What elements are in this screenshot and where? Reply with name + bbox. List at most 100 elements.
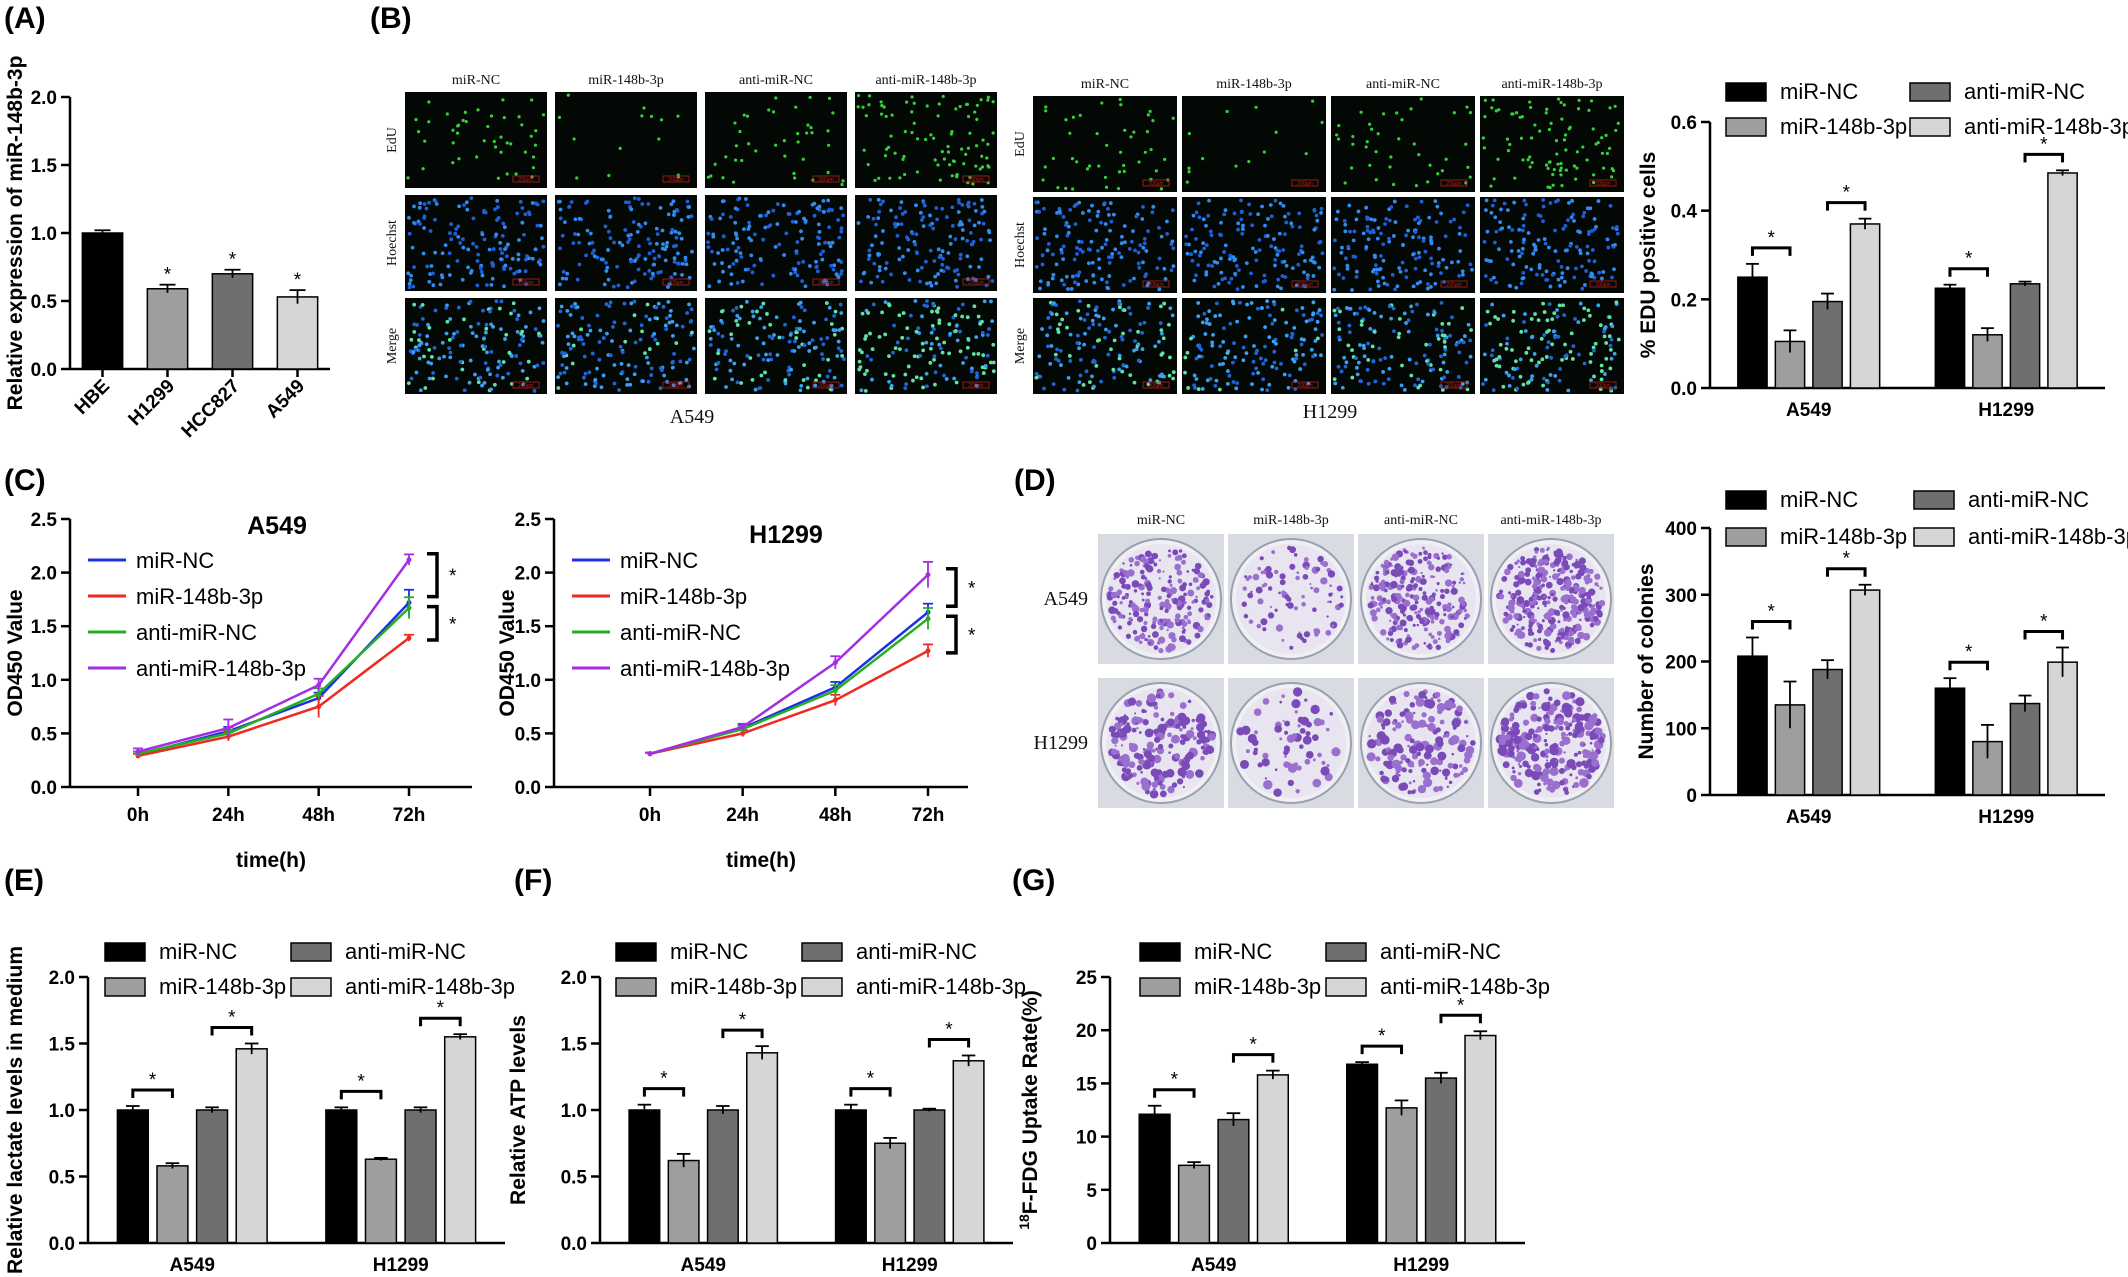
- cell-dot: [861, 105, 865, 109]
- colony: [1127, 620, 1132, 626]
- cell-dot: [1556, 97, 1561, 101]
- cell-dot: [417, 356, 422, 361]
- column-label: miR-NC: [1137, 513, 1185, 528]
- cell-dot: [1507, 225, 1511, 230]
- bar-miR-NC-A549: [1737, 655, 1768, 796]
- cell-dot: [1078, 247, 1083, 252]
- cell-dot: [666, 300, 671, 304]
- cell-dot: [668, 308, 673, 313]
- cell-dot: [483, 330, 488, 335]
- cell-dot: [1517, 254, 1522, 259]
- cell-dot: [672, 352, 676, 356]
- cell-dot: [771, 208, 776, 213]
- colony: [1530, 631, 1535, 636]
- cell-dot: [972, 223, 977, 228]
- cell-dot: [836, 346, 841, 351]
- cell-dot: [661, 242, 665, 247]
- cell-dot: [1256, 212, 1261, 217]
- cell-dot: [537, 331, 541, 336]
- cell-dot: [1148, 378, 1153, 383]
- cell-dot: [1518, 115, 1522, 119]
- colony: [1575, 558, 1579, 562]
- scale-bar: [1142, 179, 1170, 187]
- cell-dot: [411, 284, 416, 289]
- cell-dot: [1064, 274, 1069, 279]
- cell-dot: [1468, 175, 1472, 179]
- cell-dot: [793, 267, 798, 272]
- colony: [1583, 743, 1586, 747]
- cell-dot: [1374, 271, 1379, 276]
- cell-dot: [966, 146, 971, 150]
- cell-dot: [1157, 287, 1162, 292]
- cell-dot: [1368, 326, 1373, 331]
- colony: [1575, 697, 1585, 707]
- scale-bar-label: 200μm: [818, 177, 833, 183]
- cell-dot: [946, 251, 951, 255]
- significance-star: *: [437, 998, 445, 1019]
- colony: [1380, 563, 1385, 568]
- colony: [1264, 777, 1268, 780]
- cell-dot: [1348, 229, 1352, 234]
- cell-dot: [816, 242, 821, 246]
- y-tick-label: 1.5: [515, 617, 542, 638]
- colony: [1131, 772, 1137, 778]
- cell-dot: [812, 320, 816, 325]
- significance-star: *: [1378, 1026, 1386, 1047]
- cell-dot: [662, 373, 667, 378]
- cell-dot: [755, 309, 759, 314]
- cell-dot: [608, 353, 613, 358]
- cell-dot: [1338, 309, 1342, 314]
- cell-dot: [1458, 225, 1462, 230]
- colony: [1108, 606, 1116, 614]
- colony: [1546, 759, 1549, 762]
- cell-dot: [1379, 314, 1384, 319]
- cell-dot: [716, 331, 721, 336]
- colony: [1302, 638, 1307, 644]
- colony: [1544, 742, 1549, 747]
- colony: [1259, 556, 1264, 561]
- scale-bar-label: 200μm: [968, 177, 983, 183]
- cell-dot: [645, 302, 650, 307]
- cell-dot: [918, 279, 922, 284]
- colony: [1429, 614, 1436, 621]
- colony: [1597, 585, 1600, 588]
- cell-dot: [957, 200, 961, 205]
- colony: [1138, 758, 1145, 765]
- legend-label-anti-miR-148b-3p: anti-miR-148b-3p: [1964, 114, 2128, 139]
- cell-dot: [527, 212, 532, 217]
- cell-dot: [1416, 215, 1420, 220]
- cell-dot: [737, 316, 742, 321]
- cell-dot: [1142, 241, 1147, 246]
- colony: [1539, 547, 1545, 553]
- colony: [1544, 748, 1550, 755]
- cell-dot: [1608, 347, 1613, 352]
- cell-dot: [1272, 360, 1277, 365]
- cell-dot: [1413, 217, 1417, 222]
- cell-dot: [946, 144, 950, 149]
- colony: [1159, 783, 1166, 790]
- scale-bar-label: 200μm: [1595, 383, 1610, 389]
- cell-dot: [633, 259, 637, 263]
- cell-dot: [650, 271, 655, 276]
- cell-dot: [1087, 164, 1092, 168]
- significance-bracket: [1826, 201, 1867, 211]
- colony: [1403, 691, 1410, 698]
- cell-dot: [1508, 142, 1512, 147]
- y-tick-label: 20: [1076, 1021, 1097, 1042]
- cell-dot: [1481, 382, 1485, 386]
- cell-dot: [447, 337, 452, 342]
- colony: [1509, 609, 1515, 614]
- cell-dot: [684, 360, 689, 365]
- colony: [1570, 575, 1576, 580]
- cell-dot: [960, 228, 965, 232]
- cell-dot: [1103, 335, 1107, 340]
- cell-dot: [877, 176, 881, 180]
- colony: [1578, 592, 1582, 596]
- row-label: Merge: [385, 328, 400, 364]
- colony: [1510, 595, 1514, 598]
- colony: [1111, 737, 1119, 745]
- legend-label-anti-miR-NC: anti-miR-NC: [345, 939, 466, 964]
- colony: [1573, 781, 1580, 789]
- cell-dot: [587, 323, 591, 328]
- cell-dot: [421, 251, 426, 256]
